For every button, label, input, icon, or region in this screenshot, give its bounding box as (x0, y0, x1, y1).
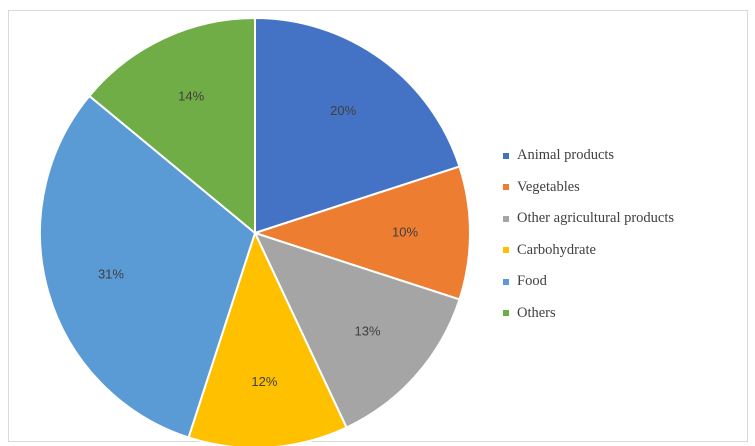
pie-slice-4 (39, 94, 257, 439)
pie-slice-3 (187, 230, 348, 446)
pie-slice-1 (251, 165, 472, 301)
pie-data-labels: 20% 10% 13% 12% 31% 14% (98, 89, 418, 389)
pie-data-label-3: 12% (251, 374, 277, 389)
legend-item-4: Food (503, 266, 753, 298)
legend-item-2: Other agricultural products (503, 203, 753, 235)
legend-swatch (503, 152, 509, 159)
pie-slice-0 (254, 16, 461, 235)
legend-item-1: Vegetables (503, 172, 753, 204)
legend-swatch (503, 184, 509, 191)
legend-label: Food (517, 273, 547, 290)
pie-data-label-1: 10% (392, 224, 418, 239)
legend-item-3: Carbohydrate (503, 235, 753, 267)
pie-data-label-4: 31% (98, 266, 124, 281)
legend-swatch (503, 310, 509, 317)
pie-data-label-5: 14% (178, 89, 204, 104)
pie-data-label-0: 20% (330, 103, 356, 118)
legend: Animal products Vegetables Other agricultu… (503, 140, 753, 329)
legend-label: Others (517, 304, 556, 321)
legend-swatch (503, 247, 509, 254)
legend-label: Vegetables (517, 178, 580, 195)
pie-slice-2 (253, 231, 461, 429)
pie-slice-5 (87, 16, 256, 236)
legend-label: Animal products (517, 147, 615, 164)
legend-swatch (503, 278, 509, 285)
pie-data-label-2: 13% (355, 324, 381, 339)
legend-item-5: Others (503, 298, 753, 330)
legend-item-0: Animal products (503, 140, 753, 172)
legend-label: Carbohydrate (517, 241, 596, 258)
legend-label: Other agricultural products (517, 210, 675, 227)
pie-slices (39, 16, 472, 446)
legend-swatch (503, 215, 509, 222)
